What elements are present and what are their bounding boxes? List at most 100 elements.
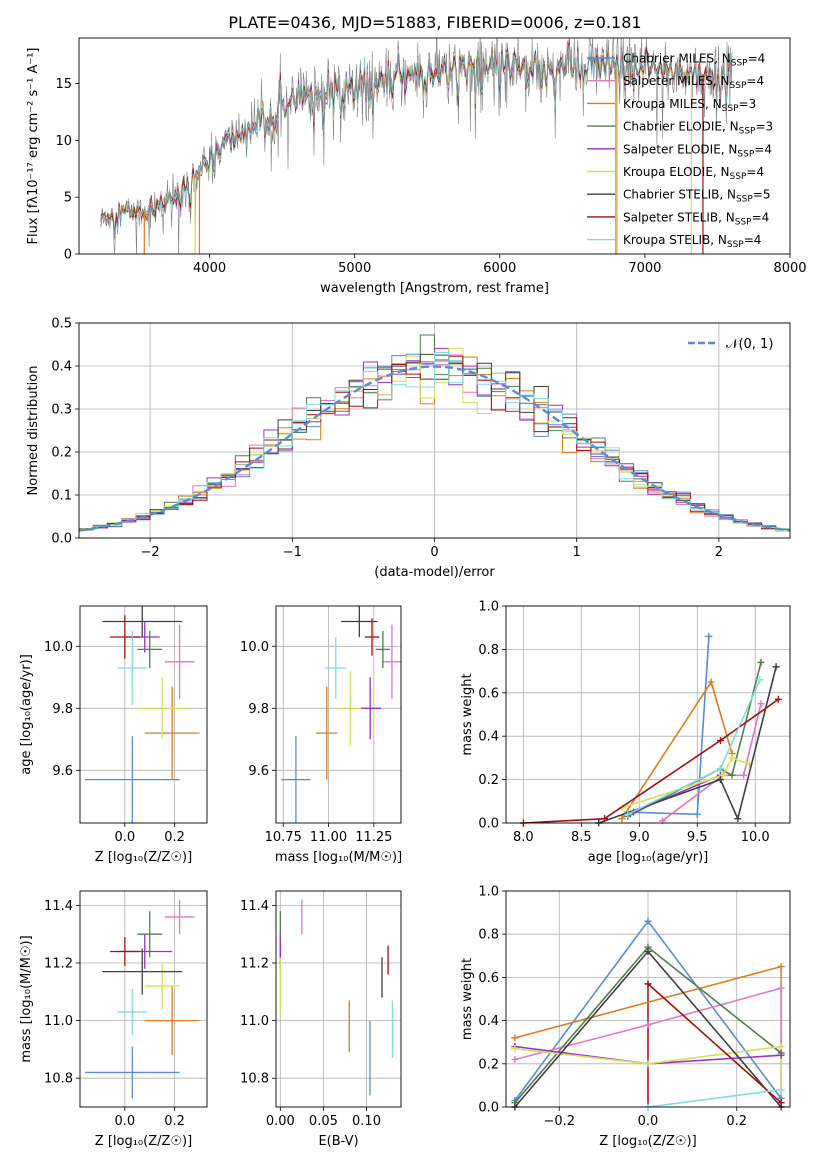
- weight-series-marker: [777, 984, 785, 992]
- legend-label: 𝒩(0, 1): [726, 337, 773, 352]
- y-tick-label: 0.8: [478, 928, 499, 943]
- y-tick-label: 11.0: [240, 1014, 269, 1029]
- y-tick-label: 10.0: [240, 640, 269, 655]
- y-axis-label: Normed distribution: [26, 366, 41, 496]
- x-tick-label: 0: [430, 545, 438, 560]
- errorbar-point: [144, 986, 200, 1056]
- weight-series-marker: [511, 1045, 519, 1053]
- y-tick-label: 10.8: [240, 1072, 269, 1087]
- errorbar-point: [102, 948, 183, 995]
- weight-series-line: [523, 698, 779, 823]
- errorbar-point: [137, 677, 188, 740]
- errorbar-point: [339, 671, 362, 746]
- x-tick-label: 9.5: [687, 830, 708, 845]
- weight-series-marker: [774, 695, 782, 703]
- weight-series-marker: [757, 658, 765, 666]
- weight-series-line: [514, 965, 782, 1039]
- weight-series-marker: [618, 815, 626, 823]
- y-tick-label: 11.0: [44, 1014, 73, 1029]
- y-tick-label: 0.0: [478, 1101, 499, 1116]
- normal-reference-curve: [78, 365, 791, 532]
- y-tick-label: 10.0: [44, 640, 73, 655]
- weight-series-marker: [644, 947, 652, 955]
- legend-label: Salpeter MILES, NSSP=4: [623, 74, 764, 91]
- x-tick-label: 0.00: [266, 1114, 295, 1129]
- y-tick-label: 9.8: [52, 702, 73, 717]
- weight-series-marker: [511, 1034, 519, 1042]
- weight-series-marker: [716, 776, 724, 784]
- y-tick-label: 0.8: [478, 643, 499, 658]
- x-tick-label: 0.0: [638, 1114, 659, 1129]
- y-tick-label: 0.5: [51, 317, 72, 332]
- x-tick-label: 0.05: [309, 1114, 338, 1129]
- weight-series-marker: [777, 963, 785, 971]
- weight-vs-metallicity-panel: −0.2 0.0 0.2 0.0 0.2 0.4 0.6 0.8 1.0 Z [log₁₀(Z/Z…: [460, 885, 791, 1149]
- weight-series-marker: [644, 1021, 652, 1029]
- y-axis-label: mass weight: [460, 958, 475, 1040]
- weight-series-line: [647, 983, 782, 1104]
- x-axis-label: age [log₁₀(age/yr)]: [588, 850, 709, 865]
- y-tick-label: 15: [55, 77, 72, 92]
- errorbar-point: [164, 624, 195, 699]
- weight-series-marker: [719, 771, 727, 779]
- y-tick-label: 10.8: [44, 1072, 73, 1087]
- y-tick-label: 0.2: [478, 773, 499, 788]
- axes-frame: [275, 890, 402, 1108]
- errorbar-point: [382, 624, 401, 699]
- spectrum-model-line: [100, 44, 733, 234]
- legend-label: Chabrier MILES, NSSP=4: [623, 52, 765, 69]
- y-axis-label: mass [log₁₀(M/M☉)]: [19, 935, 34, 1062]
- y-tick-label: 0.4: [478, 1014, 499, 1029]
- spectrum-panel: 4000 5000 6000 7000 8000 0 5 10 15 wavelength [An…: [26, 37, 807, 296]
- axes-frame: [505, 605, 791, 824]
- y-axis-label: Flux [fλ10⁻¹⁷ erg cm⁻² s⁻¹ A⁻¹]: [26, 48, 41, 245]
- x-axis-label: Z [log₁₀(Z/Z☉)]: [95, 850, 192, 865]
- errorbar-point: [137, 911, 163, 958]
- x-tick-label: 8.0: [513, 830, 534, 845]
- weight-series-marker: [644, 1060, 652, 1068]
- x-tick-label: 0.2: [164, 830, 185, 845]
- weight-series-marker: [707, 678, 715, 686]
- y-tick-label: 11.2: [44, 957, 73, 972]
- y-tick-label: 10: [55, 134, 72, 149]
- x-tick-label: −1: [283, 545, 302, 560]
- errorbar-point: [84, 1046, 180, 1099]
- y-tick-label: 0: [64, 248, 72, 263]
- weight-series-marker: [756, 676, 764, 684]
- errorbar-point: [109, 615, 140, 659]
- legend-label: Kroupa STELIB, NSSP=4: [623, 233, 761, 250]
- x-axis-label: (data-model)/error: [374, 565, 495, 580]
- x-tick-label: 6000: [483, 261, 516, 276]
- y-tick-label: 9.6: [248, 764, 269, 779]
- axes-frame: [275, 605, 402, 824]
- weight-series-marker: [757, 700, 765, 708]
- y-axis-label: age [log₁₀(age/yr)]: [19, 654, 34, 775]
- x-tick-label: 8.5: [571, 830, 592, 845]
- x-tick-label: 9.0: [629, 830, 650, 845]
- spectrum-legend: Chabrier MILES, NSSP=4 Salpeter MILES, NS…: [587, 52, 773, 250]
- errorbar-point: [359, 677, 382, 740]
- y-tick-label: 9.8: [248, 702, 269, 717]
- weight-series-marker: [772, 663, 780, 671]
- y-tick-label: 0.4: [51, 360, 72, 375]
- figure-title: PLATE=0436, MJD=51883, FIBERID=0006, z=0…: [228, 13, 641, 32]
- axes-frame: [79, 605, 208, 824]
- errorbar-point: [144, 963, 180, 1010]
- y-tick-label: 0.1: [51, 489, 72, 504]
- x-tick-label: −2: [141, 545, 160, 560]
- errorbar-point: [315, 686, 338, 780]
- age-vs-mass-panel: 10.75 11.00 11.25 9.6 9.8 10.0 mass [log₁₀(M/M…: [240, 605, 402, 865]
- weight-series-marker: [728, 754, 736, 762]
- x-tick-label: 0.0: [114, 830, 135, 845]
- y-tick-label: 0.0: [51, 532, 72, 547]
- weight-series-line: [598, 666, 777, 823]
- legend-label: Salpeter ELODIE, NSSP=4: [623, 142, 772, 159]
- errorbar-point: [102, 606, 183, 637]
- age-vs-metallicity-panel: 0.0 0.2 9.6 9.8 10.0 Z [log₁₀(Z/Z☉)] age [log₁…: [19, 605, 208, 865]
- legend-label: Kroupa MILES, NSSP=3: [623, 97, 756, 114]
- x-tick-label: 7000: [628, 261, 661, 276]
- weight-series-marker: [511, 1055, 519, 1063]
- legend-label: Kroupa ELODIE, NSSP=4: [623, 165, 764, 182]
- weight-series-marker: [624, 810, 632, 818]
- y-tick-label: 0.6: [478, 971, 499, 986]
